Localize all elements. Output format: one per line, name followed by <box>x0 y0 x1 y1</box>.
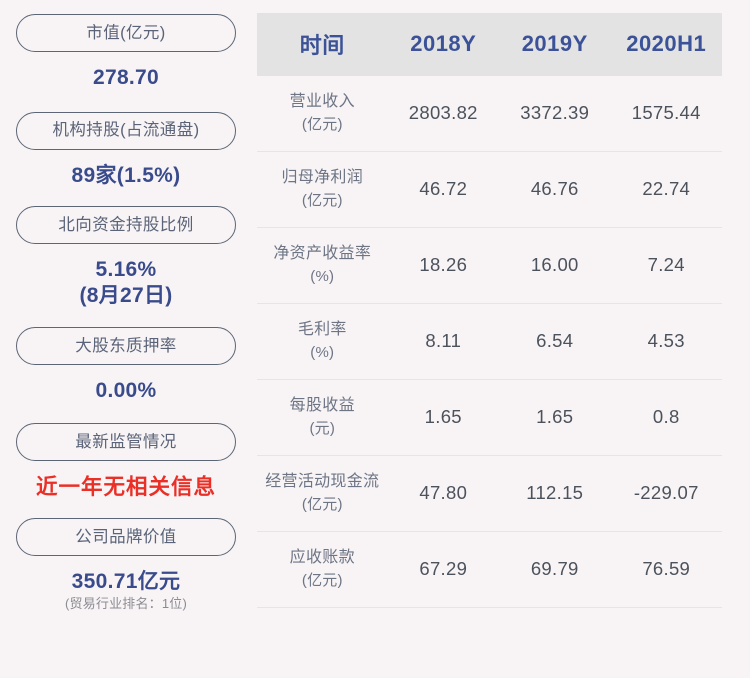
cell-2018y: 2803.82 <box>387 76 500 153</box>
metric-label-pill-institutional-holding[interactable]: 机构持股(占流通盘) <box>16 111 236 150</box>
metric-label-institutional-holding: 机构持股(占流通盘) <box>52 121 200 140</box>
metric-market-cap: 市值(亿元) 278.70 <box>0 14 252 91</box>
row-label: 营业收入 <box>289 93 355 110</box>
column-header-2018y: 2018Y <box>387 13 500 76</box>
metric-label-pill-pledge-ratio[interactable]: 大股东质押率 <box>16 327 236 366</box>
metric-institutional-holding: 机构持股(占流通盘) 89家(1.5%) <box>0 111 252 189</box>
row-label: 经营活动现金流 <box>265 473 380 491</box>
spacer-1 <box>0 91 252 112</box>
metric-pledge-ratio: 大股东质押率 0.00% <box>0 327 252 404</box>
row-label: 归母净利润 <box>281 169 364 187</box>
metric-value-regulatory-status: 近一年无相关信息 <box>35 475 216 500</box>
row-header-cell: 毛利率 (%) <box>257 303 388 381</box>
table-row: 归母净利润 (亿元) 46.72 46.76 22.74 <box>257 151 722 229</box>
row-header-cell: 营业收入 (亿元) <box>257 76 388 153</box>
metric-northbound-holding: 北向资金持股比例 5.16% (8月27日) <box>0 206 252 308</box>
cell-2019y: 6.54 <box>499 303 611 381</box>
metric-label-brand-value: 公司品牌价值 <box>75 528 177 547</box>
metric-label-northbound-holding: 北向资金持股比例 <box>58 215 194 234</box>
cell-2020h1: 4.53 <box>610 303 722 381</box>
row-header-cell: 净资产收益率 (%) <box>257 227 388 305</box>
row-label: 应收账款 <box>289 549 355 567</box>
row-label: 毛利率 <box>297 321 347 339</box>
row-header-cell: 归母净利润 (亿元) <box>257 151 388 229</box>
spacer-2 <box>0 188 252 206</box>
row-unit: (亿元) <box>301 571 343 589</box>
row-unit: (元) <box>309 419 336 437</box>
metric-note-brand-rank: (贸易行业排名：1位) <box>64 595 188 611</box>
metric-label-regulatory-status: 最新监管情况 <box>75 432 177 451</box>
table-row: 经营活动现金流 (亿元) 47.80 112.15 -229.07 <box>257 455 722 533</box>
column-header-time: 时间 <box>257 13 388 76</box>
metric-value-institutional-holding: 89家(1.5%) <box>71 163 181 187</box>
table-row: 应收账款 (亿元) 67.29 69.79 76.59 <box>257 531 722 609</box>
cell-2020h1: 0.8 <box>610 379 722 457</box>
metric-subvalue-northbound-date: (8月27日) <box>79 283 173 307</box>
metric-value-market-cap: 278.70 <box>92 66 160 89</box>
table-header: 时间 2018Y 2019Y 2020H1 <box>257 13 722 76</box>
cell-2020h1: 1575.44 <box>610 76 722 153</box>
financials-table-area: 时间 2018Y 2019Y 2020H1 营业收入 (亿元) 2803.82 … <box>252 0 750 678</box>
table-body: 营业收入 (亿元) 2803.82 3372.39 1575.44 归母净利润 … <box>257 76 722 609</box>
row-unit: (%) <box>310 267 335 285</box>
cell-2018y: 8.11 <box>387 303 500 381</box>
table-row: 营业收入 (亿元) 2803.82 3372.39 1575.44 <box>257 76 722 153</box>
metric-label-pill-regulatory-status[interactable]: 最新监管情况 <box>16 423 236 462</box>
metric-value-northbound-holding: 5.16% <box>95 258 157 282</box>
cell-2020h1: 76.59 <box>610 531 722 609</box>
cell-2019y: 112.15 <box>499 455 611 533</box>
row-label: 净资产收益率 <box>273 245 372 263</box>
row-unit: (亿元) <box>301 191 343 209</box>
table-row: 毛利率 (%) 8.11 6.54 4.53 <box>257 303 722 381</box>
table-row: 每股收益 (元) 1.65 1.65 0.8 <box>257 379 722 457</box>
metric-regulatory-status: 最新监管情况 近一年无相关信息 <box>0 423 252 500</box>
column-header-2020h1: 2020H1 <box>610 13 722 76</box>
cell-2018y: 1.65 <box>387 379 500 457</box>
cell-2018y: 47.80 <box>387 455 500 533</box>
row-unit: (亿元) <box>301 115 343 133</box>
financials-table: 时间 2018Y 2019Y 2020H1 营业收入 (亿元) 2803.82 … <box>257 13 722 609</box>
row-unit: (亿元) <box>301 495 343 513</box>
metric-label-pill-brand-value[interactable]: 公司品牌价值 <box>16 518 236 557</box>
cell-2019y: 1.65 <box>499 379 611 457</box>
metric-brand-value: 公司品牌价值 350.71亿元 (贸易行业排名：1位) <box>0 518 252 613</box>
cell-2020h1: 22.74 <box>610 151 722 229</box>
table-header-row: 时间 2018Y 2019Y 2020H1 <box>257 13 722 76</box>
metric-label-pledge-ratio: 大股东质押率 <box>75 337 177 356</box>
cell-2020h1: -229.07 <box>610 455 722 533</box>
cell-2018y: 18.26 <box>387 227 500 305</box>
metric-value-pledge-ratio: 0.00% <box>95 379 157 403</box>
cell-2019y: 69.79 <box>499 531 611 609</box>
row-header-cell: 经营活动现金流 (亿元) <box>257 455 388 533</box>
row-label: 每股收益 <box>289 397 355 415</box>
cell-2018y: 46.72 <box>387 151 500 229</box>
metric-label-pill-northbound-holding[interactable]: 北向资金持股比例 <box>16 206 236 245</box>
spacer-4 <box>0 404 252 423</box>
cell-2019y: 16.00 <box>499 227 611 305</box>
row-header-cell: 应收账款 (亿元) <box>257 531 388 609</box>
metric-label-market-cap: 市值(亿元) <box>86 23 166 42</box>
metric-value-brand-value: 350.71亿元 <box>71 570 181 594</box>
cell-2020h1: 7.24 <box>610 227 722 305</box>
row-unit: (%) <box>310 343 335 361</box>
cell-2019y: 46.76 <box>499 151 611 229</box>
spacer-3 <box>0 308 252 327</box>
cell-2018y: 67.29 <box>387 531 500 609</box>
metrics-sidebar: 市值(亿元) 278.70 机构持股(占流通盘) 89家(1.5%) 北向资金持… <box>0 0 252 678</box>
column-header-2019y: 2019Y <box>499 13 611 76</box>
table-row: 净资产收益率 (%) 18.26 16.00 7.24 <box>257 227 722 305</box>
row-header-cell: 每股收益 (元) <box>257 379 388 457</box>
spacer-5 <box>0 500 252 518</box>
metric-label-pill-market-cap[interactable]: 市值(亿元) <box>16 14 236 52</box>
cell-2019y: 3372.39 <box>499 76 611 153</box>
